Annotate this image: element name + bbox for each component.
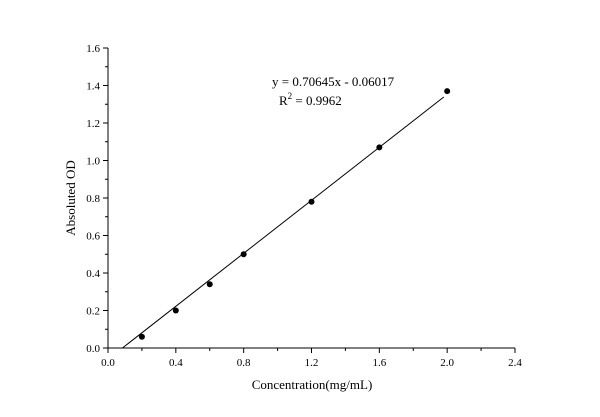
r-squared-superscript: 2 — [288, 91, 293, 101]
fit-line-group — [122, 96, 445, 349]
data-point — [308, 198, 315, 205]
y-tick-label: 1.4 — [86, 81, 100, 93]
y-tick-label: 0.4 — [86, 268, 100, 280]
data-points — [138, 88, 451, 340]
y-tick-label: 0.6 — [86, 231, 100, 243]
x-tick-label: 0.8 — [237, 357, 251, 369]
x-tick-label: 0.0 — [101, 357, 115, 369]
data-point — [240, 251, 247, 258]
y-tick-label: 0.0 — [86, 343, 100, 355]
y-tick-label: 1.6 — [86, 43, 100, 55]
x-tick-label: 2.4 — [508, 357, 522, 369]
y-tick-label: 0.2 — [86, 306, 100, 318]
x-tick-label: 0.4 — [169, 357, 183, 369]
x-axis-label: Concentration(mg/mL) — [252, 377, 373, 392]
r-squared-value: = 0.9962 — [292, 93, 342, 108]
data-point — [138, 333, 145, 340]
y-tick-label: 1.0 — [86, 156, 100, 168]
y-tick-label: 1.2 — [86, 118, 100, 130]
data-point — [206, 281, 213, 288]
x-tick-label: 1.6 — [372, 357, 386, 369]
equation-label: y = 0.70645x - 0.06017 — [272, 74, 395, 89]
fit-line — [122, 96, 445, 349]
x-tick-label: 1.2 — [305, 357, 319, 369]
y-tick-label: 0.8 — [86, 193, 100, 205]
r-squared-prefix: R — [279, 93, 288, 108]
r-squared-label: R2 = 0.9962 — [279, 91, 342, 108]
data-point — [376, 144, 383, 151]
x-tick-label: 2.0 — [440, 357, 454, 369]
data-point — [444, 88, 451, 95]
data-point — [172, 307, 179, 314]
y-axis-label: Absoluted OD — [63, 160, 78, 235]
y-axis-ticks: 0.0 0.2 0.4 0.6 0.8 1.0 1.2 1.4 1.6 — [86, 43, 108, 355]
x-axis-ticks: 0.0 0.4 0.8 1.2 1.6 2.0 2.4 — [101, 348, 522, 369]
